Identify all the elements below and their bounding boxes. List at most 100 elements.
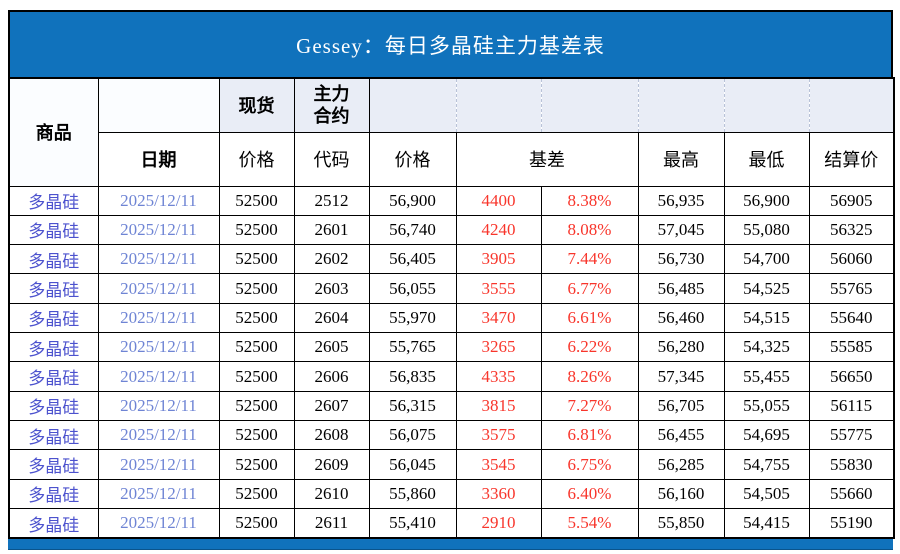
cell-settlement: 55585 — [808, 332, 894, 362]
cell-contract-code: 2603 — [293, 273, 369, 304]
cell-high: 57,045 — [637, 214, 724, 245]
cell-high: 56,160 — [637, 478, 724, 509]
cell-basis: 3815 — [455, 390, 541, 421]
cell-low: 55,055 — [723, 390, 809, 421]
cell-basis: 4335 — [455, 361, 541, 392]
cell-contract-code: 2608 — [293, 420, 369, 450]
cell-commodity: 多晶硅 — [8, 185, 98, 216]
cell-high: 56,485 — [637, 273, 724, 304]
header-main-contract: 主力 合约 — [293, 77, 369, 132]
table-row: 多晶硅 2025/12/11 52500 2610 55,860 3360 6.40% 56,… — [8, 478, 894, 509]
cell-date: 2025/12/11 — [97, 302, 219, 333]
header-main-contract-line1: 主力 — [313, 83, 350, 104]
cell-basis-pct: 6.22% — [540, 332, 638, 362]
cell-futures-price: 55,860 — [368, 478, 456, 509]
cell-basis-pct: 8.38% — [540, 185, 638, 216]
table-row: 多晶硅 2025/12/11 52500 2609 56,045 3545 6.75% 56,… — [8, 449, 894, 480]
cell-settlement: 55660 — [808, 478, 894, 509]
cell-basis-pct: 8.26% — [540, 361, 638, 392]
cell-futures-price: 56,405 — [368, 244, 456, 274]
cell-contract-code: 2605 — [293, 332, 369, 362]
cell-basis: 3575 — [455, 420, 541, 450]
table-row: 多晶硅 2025/12/11 52500 2603 56,055 3555 6.77% 56,… — [8, 273, 894, 304]
cell-futures-price: 55,410 — [368, 508, 456, 538]
daily-basis-table: Gessey：每日多晶硅主力基差表 商品 现货 主力 合约 — [8, 10, 895, 550]
cell-high: 56,705 — [637, 390, 724, 421]
cell-settlement: 56905 — [808, 185, 894, 216]
cell-high: 56,455 — [637, 420, 724, 450]
cell-date: 2025/12/11 — [97, 478, 219, 509]
cell-spot-price: 52500 — [218, 449, 294, 480]
cell-settlement: 56325 — [808, 214, 894, 245]
table-row: 多晶硅 2025/12/11 52500 2608 56,075 3575 6.81% 56,… — [8, 420, 894, 450]
cell-date: 2025/12/11 — [97, 273, 219, 304]
header-high: 最高 — [637, 131, 724, 186]
cell-basis-pct: 6.81% — [540, 420, 638, 450]
cell-basis: 3360 — [455, 478, 541, 509]
cell-basis-pct: 7.44% — [540, 244, 638, 274]
header-main-contract-line2: 合约 — [313, 106, 350, 127]
cell-spot-price: 52500 — [218, 478, 294, 509]
cell-spot-price: 52500 — [218, 244, 294, 274]
cell-basis-pct: 6.40% — [540, 478, 638, 509]
table-row: 多晶硅 2025/12/11 52500 2611 55,410 2910 5.54% 55,… — [8, 508, 894, 538]
cell-settlement: 55640 — [808, 302, 894, 333]
cell-spot-price: 52500 — [218, 508, 294, 538]
cell-commodity: 多晶硅 — [8, 273, 98, 304]
cell-spot-price: 52500 — [218, 214, 294, 245]
cell-basis: 4400 — [455, 185, 541, 216]
cell-futures-price: 56,315 — [368, 390, 456, 421]
cell-futures-price: 55,970 — [368, 302, 456, 333]
table-row: 多晶硅 2025/12/11 52500 2606 56,835 4335 8.26% 57,… — [8, 361, 894, 392]
table-title: Gessey：每日多晶硅主力基差表 — [296, 33, 605, 58]
cell-contract-code: 2610 — [293, 478, 369, 509]
cell-basis: 3265 — [455, 332, 541, 362]
cell-low: 54,755 — [723, 449, 809, 480]
header-date: 日期 — [97, 131, 219, 186]
cell-commodity: 多晶硅 — [8, 244, 98, 274]
cell-low: 54,415 — [723, 508, 809, 538]
cell-basis: 2910 — [455, 508, 541, 538]
footer-bar — [8, 538, 893, 550]
cell-date: 2025/12/11 — [97, 185, 219, 216]
cell-spot-price: 52500 — [218, 302, 294, 333]
cell-high: 56,935 — [637, 185, 724, 216]
cell-basis: 3545 — [455, 449, 541, 480]
header-contract-code: 代码 — [293, 131, 369, 186]
cell-contract-code: 2601 — [293, 214, 369, 245]
table-row: 多晶硅 2025/12/11 52500 2605 55,765 3265 6.22% 56,… — [8, 332, 894, 362]
cell-commodity: 多晶硅 — [8, 478, 98, 509]
cell-basis-pct: 8.08% — [540, 214, 638, 245]
table-row: 多晶硅 2025/12/11 52500 2604 55,970 3470 6.61% 56,… — [8, 302, 894, 333]
cell-contract-code: 2606 — [293, 361, 369, 392]
cell-futures-price: 56,900 — [368, 185, 456, 216]
header-spacer-low — [723, 77, 809, 132]
table-row: 多晶硅 2025/12/11 52500 2601 56,740 4240 8.08% 57,… — [8, 214, 894, 245]
cell-futures-price: 56,835 — [368, 361, 456, 392]
cell-contract-code: 2512 — [293, 185, 369, 216]
cell-settlement: 55775 — [808, 420, 894, 450]
cell-high: 56,460 — [637, 302, 724, 333]
cell-basis-pct: 5.54% — [540, 508, 638, 538]
cell-settlement: 55190 — [808, 508, 894, 538]
cell-futures-price: 56,740 — [368, 214, 456, 245]
cell-settlement: 55765 — [808, 273, 894, 304]
cell-low: 54,505 — [723, 478, 809, 509]
table-row: 多晶硅 2025/12/11 52500 2602 56,405 3905 7.44% 56,… — [8, 244, 894, 274]
cell-commodity: 多晶硅 — [8, 449, 98, 480]
cell-contract-code: 2611 — [293, 508, 369, 538]
cell-high: 56,280 — [637, 332, 724, 362]
cell-date: 2025/12/11 — [97, 449, 219, 480]
table-body: 多晶硅 2025/12/11 52500 2512 56,900 4400 8.38% 56,… — [8, 185, 894, 538]
header-basis: 基差 — [455, 131, 638, 186]
header-row-group: 商品 现货 主力 合约 — [8, 77, 894, 186]
cell-spot-price: 52500 — [218, 390, 294, 421]
table-title-bar: Gessey：每日多晶硅主力基差表 — [8, 10, 893, 77]
header-spacer-high — [637, 77, 724, 132]
cell-futures-price: 56,055 — [368, 273, 456, 304]
cell-date: 2025/12/11 — [97, 361, 219, 392]
cell-settlement: 56115 — [808, 390, 894, 421]
header-spot-price: 价格 — [218, 131, 294, 186]
cell-commodity: 多晶硅 — [8, 214, 98, 245]
cell-high: 55,850 — [637, 508, 724, 538]
